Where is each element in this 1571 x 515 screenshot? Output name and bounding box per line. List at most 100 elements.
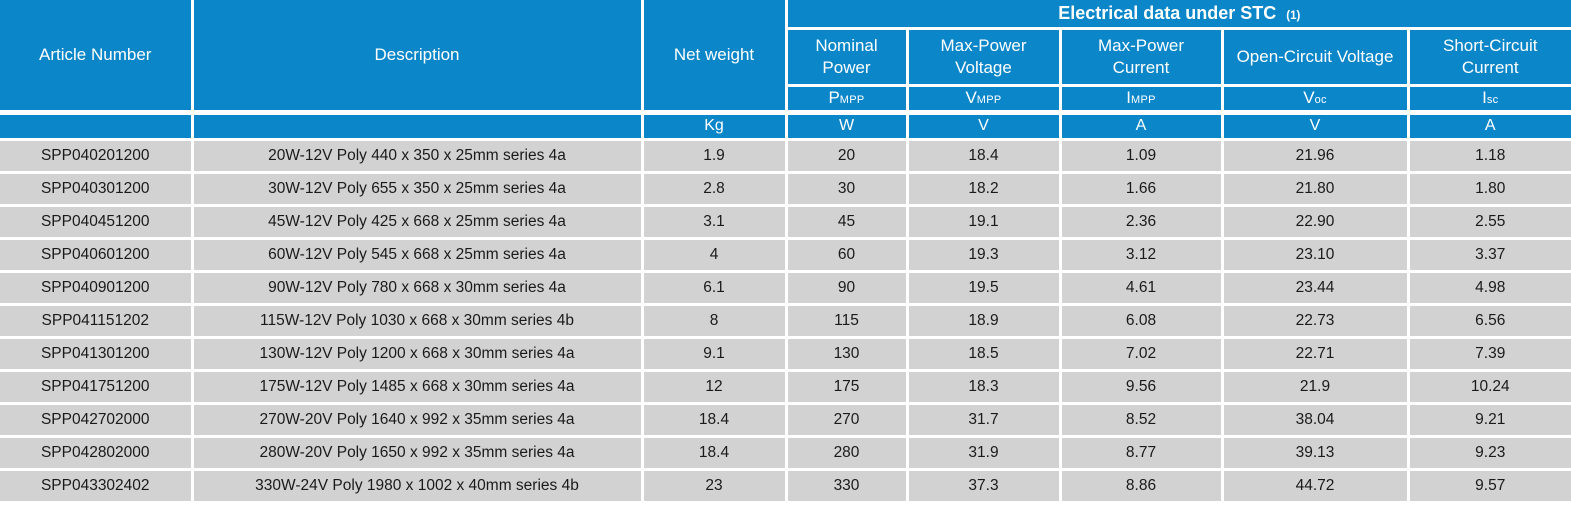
banner-row: Article Number Description Net weight El… bbox=[0, 0, 1571, 114]
symbol-isc: Isc bbox=[1406, 83, 1571, 114]
table-row: SPP040301200 30W-12V Poly 655 x 350 x 25m… bbox=[0, 170, 1571, 207]
cell-description: 280W-20V Poly 1650 x 992 x 35mm series 4… bbox=[190, 434, 644, 471]
cell-max-power-voltage-vmpp: 31.9 bbox=[905, 434, 1062, 471]
cell-short-circuit-current-isc: 1.18 bbox=[1406, 137, 1571, 174]
table-row: SPP043302402 330W-24V Poly 1980 x 1002 x … bbox=[0, 467, 1571, 503]
cell-description: 90W-12V Poly 780 x 668 x 30mm series 4a bbox=[190, 269, 644, 306]
cell-nominal-power-pmpp: 90 bbox=[784, 269, 909, 306]
cell-short-circuit-current-isc: 2.55 bbox=[1406, 203, 1571, 240]
unit-open-circuit-voltage-v: V bbox=[1220, 109, 1410, 141]
cell-short-circuit-current-isc: 9.23 bbox=[1406, 434, 1571, 471]
cell-open-circuit-voltage-voc: 44.72 bbox=[1220, 467, 1410, 503]
cell-max-power-voltage-vmpp: 31.7 bbox=[905, 401, 1062, 438]
cell-net-weight: 4 bbox=[640, 236, 788, 273]
cell-max-power-current-impp: 8.86 bbox=[1058, 467, 1224, 503]
banner-title: Electrical data under STC bbox=[1058, 3, 1277, 23]
cell-max-power-current-impp: 7.02 bbox=[1058, 335, 1224, 372]
cell-nominal-power-pmpp: 60 bbox=[784, 236, 909, 273]
cell-short-circuit-current-isc: 7.39 bbox=[1406, 335, 1571, 372]
column-header-nominal-power: Nominal Power bbox=[786, 26, 909, 87]
cell-article-number: SPP042702000 bbox=[0, 401, 194, 438]
table-row: SPP040451200 45W-12V Poly 425 x 668 x 25m… bbox=[0, 203, 1571, 240]
symbol-voc: Voc bbox=[1220, 83, 1410, 114]
cell-article-number: SPP040451200 bbox=[0, 203, 194, 240]
cell-net-weight: 1.9 bbox=[640, 137, 788, 174]
cell-max-power-current-impp: 8.77 bbox=[1058, 434, 1224, 471]
cell-max-power-voltage-vmpp: 18.9 bbox=[905, 302, 1062, 339]
unit-article-number-blank bbox=[0, 109, 194, 141]
cell-nominal-power-pmpp: 115 bbox=[784, 302, 909, 339]
symbol-row: PMPP VMPP IMPP Voc Isc bbox=[0, 83, 1571, 114]
column-header-net-weight: Net weight bbox=[640, 0, 788, 114]
cell-description: 130W-12V Poly 1200 x 668 x 30mm series 4… bbox=[190, 335, 644, 372]
cell-short-circuit-current-isc: 9.57 bbox=[1406, 467, 1571, 503]
cell-short-circuit-current-isc: 1.80 bbox=[1406, 170, 1571, 207]
cell-nominal-power-pmpp: 175 bbox=[784, 368, 909, 405]
cell-max-power-voltage-vmpp: 18.4 bbox=[905, 137, 1062, 174]
cell-nominal-power-pmpp: 270 bbox=[784, 401, 909, 438]
cell-short-circuit-current-isc: 4.98 bbox=[1406, 269, 1571, 306]
cell-article-number: SPP041301200 bbox=[0, 335, 194, 372]
cell-net-weight: 23 bbox=[640, 467, 788, 503]
cell-net-weight: 8 bbox=[640, 302, 788, 339]
table-row: SPP042802000 280W-20V Poly 1650 x 992 x 3… bbox=[0, 434, 1571, 471]
symbol-vmpp: VMPP bbox=[905, 83, 1062, 114]
electrical-spec-table: Article Number Description Net weight El… bbox=[0, 0, 1571, 503]
column-header-max-power-current: Max-Power Current bbox=[1058, 26, 1224, 87]
table-row: SPP041751200 175W-12V Poly 1485 x 668 x 3… bbox=[0, 368, 1571, 405]
cell-net-weight: 12 bbox=[640, 368, 788, 405]
cell-description: 175W-12V Poly 1485 x 668 x 30mm series 4… bbox=[190, 368, 644, 405]
cell-short-circuit-current-isc: 10.24 bbox=[1406, 368, 1571, 405]
table-row: SPP040201200 20W-12V Poly 440 x 350 x 25m… bbox=[0, 137, 1571, 174]
cell-open-circuit-voltage-voc: 39.13 bbox=[1220, 434, 1410, 471]
cell-net-weight: 2.8 bbox=[640, 170, 788, 207]
unit-description-blank bbox=[190, 109, 644, 141]
cell-short-circuit-current-isc: 9.21 bbox=[1406, 401, 1571, 438]
column-header-description: Description bbox=[190, 0, 644, 114]
cell-max-power-current-impp: 9.56 bbox=[1058, 368, 1224, 405]
banner-electrical-data-stc: Electrical data under STC (1) bbox=[784, 0, 1571, 30]
cell-nominal-power-pmpp: 45 bbox=[784, 203, 909, 240]
cell-open-circuit-voltage-voc: 23.44 bbox=[1220, 269, 1410, 306]
cell-max-power-current-impp: 2.36 bbox=[1058, 203, 1224, 240]
cell-max-power-voltage-vmpp: 19.3 bbox=[905, 236, 1062, 273]
cell-max-power-voltage-vmpp: 37.3 bbox=[905, 467, 1062, 503]
cell-nominal-power-pmpp: 330 bbox=[784, 467, 909, 503]
cell-article-number: SPP040901200 bbox=[0, 269, 194, 306]
column-header-max-power-voltage: Max-Power Voltage bbox=[905, 26, 1062, 87]
cell-nominal-power-pmpp: 280 bbox=[784, 434, 909, 471]
cell-net-weight: 9.1 bbox=[640, 335, 788, 372]
cell-max-power-voltage-vmpp: 18.2 bbox=[905, 170, 1062, 207]
cell-article-number: SPP040601200 bbox=[0, 236, 194, 273]
cell-description: 330W-24V Poly 1980 x 1002 x 40mm series … bbox=[190, 467, 644, 503]
cell-article-number: SPP043302402 bbox=[0, 467, 194, 503]
cell-article-number: SPP041151202 bbox=[0, 302, 194, 339]
table-row: SPP040601200 60W-12V Poly 545 x 668 x 25m… bbox=[0, 236, 1571, 273]
table-row: SPP040901200 90W-12V Poly 780 x 668 x 30m… bbox=[0, 269, 1571, 306]
cell-max-power-current-impp: 3.12 bbox=[1058, 236, 1224, 273]
cell-max-power-current-impp: 1.66 bbox=[1058, 170, 1224, 207]
cell-open-circuit-voltage-voc: 23.10 bbox=[1220, 236, 1410, 273]
column-header-open-circuit-voltage: Open-Circuit Voltage bbox=[1220, 26, 1410, 87]
cell-net-weight: 18.4 bbox=[640, 401, 788, 438]
unit-nominal-power-w: W bbox=[784, 109, 909, 141]
cell-max-power-voltage-vmpp: 19.5 bbox=[905, 269, 1062, 306]
cell-description: 45W-12V Poly 425 x 668 x 25mm series 4a bbox=[190, 203, 644, 240]
symbol-pmpp: PMPP bbox=[786, 83, 909, 114]
cell-description: 30W-12V Poly 655 x 350 x 25mm series 4a bbox=[190, 170, 644, 207]
cell-open-circuit-voltage-voc: 21.96 bbox=[1220, 137, 1410, 174]
cell-short-circuit-current-isc: 3.37 bbox=[1406, 236, 1571, 273]
unit-max-power-current-a: A bbox=[1058, 109, 1224, 141]
cell-article-number: SPP042802000 bbox=[0, 434, 194, 471]
unit-net-weight-kg: Kg bbox=[640, 109, 788, 141]
cell-short-circuit-current-isc: 6.56 bbox=[1406, 302, 1571, 339]
column-header-short-circuit-current: Short-Circuit Current bbox=[1406, 26, 1571, 87]
table-row: SPP041301200 130W-12V Poly 1200 x 668 x 3… bbox=[0, 335, 1571, 372]
cell-article-number: SPP040301200 bbox=[0, 170, 194, 207]
cell-nominal-power-pmpp: 130 bbox=[784, 335, 909, 372]
cell-nominal-power-pmpp: 30 bbox=[784, 170, 909, 207]
cell-max-power-current-impp: 6.08 bbox=[1058, 302, 1224, 339]
cell-net-weight: 6.1 bbox=[640, 269, 788, 306]
units-row: Kg W V A V A bbox=[0, 109, 1571, 141]
